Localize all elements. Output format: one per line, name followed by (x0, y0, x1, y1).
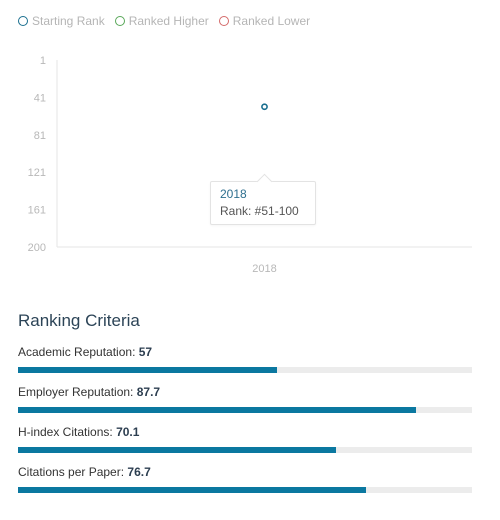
chart-legend: Starting Rank Ranked Higher Ranked Lower (18, 14, 320, 28)
criterion-label: Employer Reputation: 87.7 (18, 384, 472, 400)
legend-swatch-ranked-higher (114, 16, 125, 26)
data-points (261, 103, 268, 111)
criterion-bar-track (18, 407, 472, 413)
legend-item-starting-rank[interactable]: Starting Rank (18, 14, 105, 28)
criterion-value: 57 (138, 345, 153, 359)
criterion-citations-per-paper: Citations per Paper: 76.7 (18, 464, 472, 504)
legend-swatch-ranked-lower (218, 16, 229, 26)
criterion-bar-track (18, 447, 472, 453)
tooltip-year: 2018 (220, 187, 247, 201)
criterion-bar-fill (18, 407, 417, 413)
criterion-bar-fill (18, 487, 367, 493)
criterion-bar-track (18, 487, 472, 493)
y-tick-label: 81 (34, 130, 46, 142)
y-tick-label: 161 (28, 205, 46, 217)
y-tick-label: 200 (28, 242, 46, 254)
criterion-h-index-citations: H-index Citations: 70.1 (18, 424, 472, 464)
legend-swatch-starting-rank (18, 16, 28, 26)
criterion-bar-track (18, 367, 472, 373)
legend-label-starting-rank: Starting Rank (32, 14, 105, 28)
rank-point[interactable] (261, 103, 268, 111)
legend-item-ranked-higher[interactable]: Ranked Higher (114, 14, 209, 28)
x-tick-labels: 2018 (252, 263, 276, 275)
rank-chart: 1 41 81 121 161 200 2018 (28, 55, 472, 275)
criterion-label: H-index Citations: 70.1 (18, 424, 472, 440)
criterion-value: 76.7 (127, 465, 151, 479)
criterion-name: Citations per Paper: (18, 465, 125, 479)
criterion-value: 70.1 (116, 425, 140, 439)
criterion-bar-fill (18, 447, 337, 453)
criterion-value: 87.7 (136, 385, 161, 399)
criterion-name: Employer Reputation: (18, 385, 134, 399)
legend-label-ranked-higher: Ranked Higher (128, 14, 209, 28)
y-tick-label: 41 (34, 92, 46, 104)
y-tick-labels: 1 41 81 121 161 200 (28, 55, 46, 254)
criterion-name: H-index Citations: (18, 425, 113, 439)
criterion-label: Citations per Paper: 76.7 (18, 464, 472, 480)
criteria-title: Ranking Criteria (18, 311, 140, 330)
y-tick-label: 121 (28, 167, 46, 179)
criterion-name: Academic Reputation: (18, 345, 136, 359)
point-tooltip: 2018 Rank: #51-100 (210, 173, 316, 225)
criterion-bar-fill (18, 367, 277, 373)
legend-label-ranked-lower: Ranked Lower (232, 14, 311, 28)
legend-item-ranked-lower[interactable]: Ranked Lower (218, 14, 311, 28)
criterion-employer-reputation: Employer Reputation: 87.7 (18, 384, 472, 424)
criterion-academic-reputation: Academic Reputation: 57 (18, 344, 472, 384)
y-tick-label: 1 (40, 55, 46, 67)
criteria-list: Academic Reputation: 57 Employer Reputat… (18, 344, 472, 504)
x-tick-label: 2018 (252, 263, 276, 275)
tooltip-rank: Rank: #51-100 (220, 204, 299, 218)
criterion-label: Academic Reputation: 57 (18, 344, 472, 360)
